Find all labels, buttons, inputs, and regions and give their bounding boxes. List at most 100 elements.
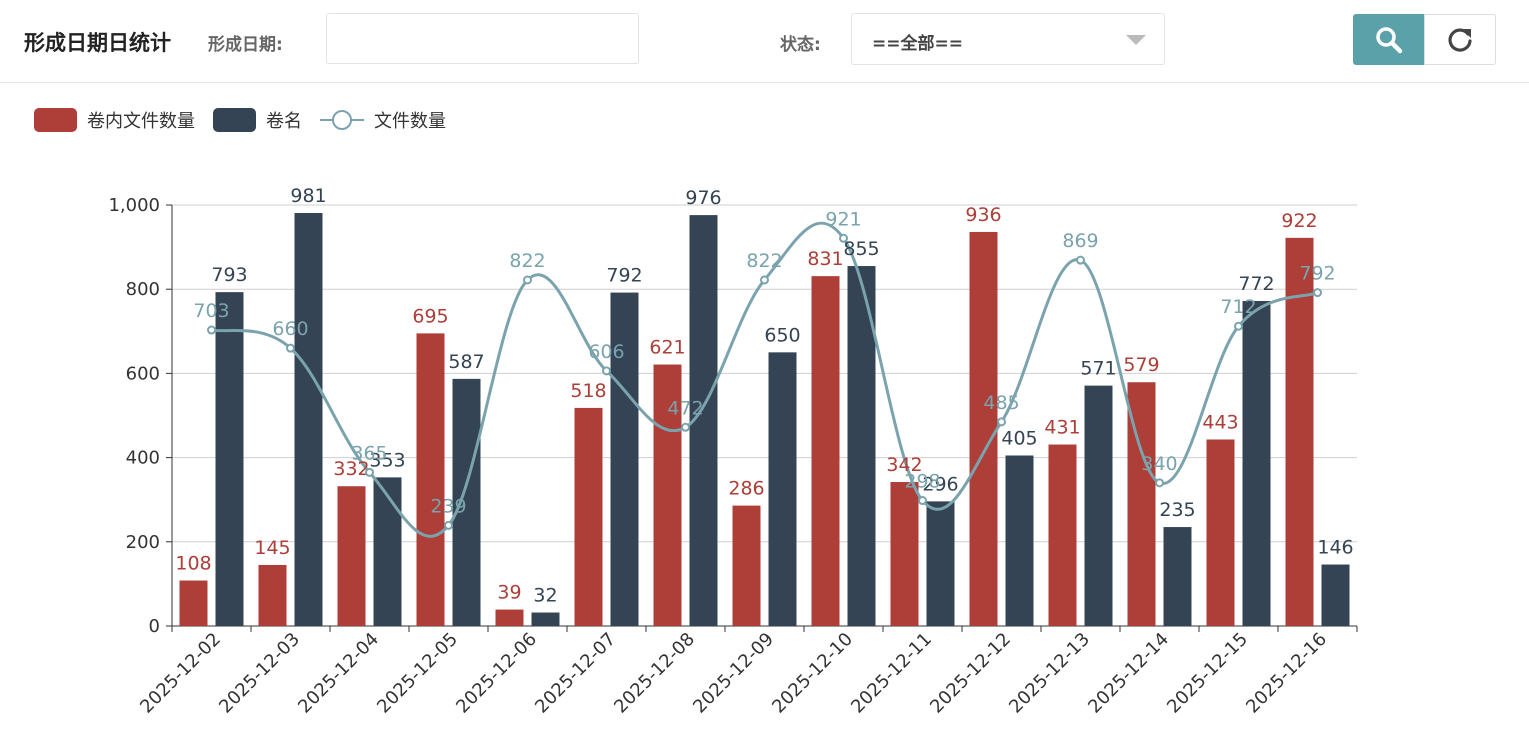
line-point [444, 520, 453, 530]
legend-swatch-series-2 [213, 108, 256, 132]
x-tick-label: 2025-12-12 [926, 629, 1015, 718]
bar-series-2 [1163, 527, 1192, 626]
x-tick-label: 2025-12-16 [1242, 629, 1331, 718]
refresh-button[interactable] [1424, 14, 1496, 65]
data-label-series-2: 405 [1001, 427, 1037, 449]
bar-series-2 [768, 352, 797, 626]
x-tick-label: 2025-12-13 [1005, 629, 1094, 718]
bar-series-1 [1285, 237, 1314, 626]
bar-series-2 [1321, 564, 1350, 626]
data-label-series-2: 650 [764, 324, 800, 346]
data-label-series-3: 869 [1062, 230, 1098, 252]
data-label-series-2: 855 [843, 238, 879, 260]
bar-series-2 [1084, 385, 1113, 626]
legend-item-series-3[interactable]: 文件数量 [320, 107, 446, 133]
data-label-series-1: 443 [1202, 411, 1238, 433]
bar-series-1 [811, 276, 840, 626]
bar-series-2 [373, 477, 402, 626]
data-label-series-3: 365 [351, 442, 387, 464]
data-label-series-2: 32 [533, 585, 557, 607]
y-tick-label: 800 [126, 279, 160, 300]
bar-series-2 [847, 266, 876, 626]
data-label-series-3: 792 [1299, 263, 1335, 285]
y-tick-label: 600 [126, 363, 160, 384]
line-point [207, 325, 216, 335]
y-tick-label: 400 [126, 448, 160, 469]
status-selected-value: ==全部== [872, 34, 963, 54]
y-tick-label: 1,000 [108, 195, 160, 216]
legend-label-series-1: 卷内文件数量 [87, 111, 195, 132]
data-label-series-3: 239 [430, 495, 466, 517]
bar-series-1 [969, 231, 998, 626]
data-label-series-1: 579 [1123, 354, 1159, 376]
line-point [602, 366, 611, 376]
data-label-series-2: 571 [1080, 358, 1116, 380]
y-tick-label: 0 [149, 616, 160, 637]
line-point [365, 467, 374, 477]
bar-series-1 [653, 364, 682, 626]
data-label-series-2: 353 [369, 449, 405, 471]
x-tick-label: 2025-12-06 [452, 629, 541, 718]
data-label-series-3: 298 [904, 471, 940, 493]
x-tick-label: 2025-12-15 [1163, 629, 1252, 718]
chevron-down-icon [1126, 35, 1146, 45]
line-point [918, 496, 927, 506]
line-point [1234, 321, 1243, 331]
status-select[interactable]: ==全部== [851, 13, 1165, 65]
data-label-series-2: 587 [448, 351, 484, 373]
date-input[interactable] [326, 13, 639, 64]
data-label-series-1: 936 [965, 204, 1001, 226]
refresh-icon [1448, 27, 1472, 52]
line-point [1155, 478, 1164, 488]
x-tick-label: 2025-12-07 [531, 629, 620, 718]
bar-series-2 [610, 292, 639, 626]
y-tick-label: 200 [126, 532, 160, 553]
bar-series-2 [452, 378, 481, 626]
chart-legend: 卷内文件数量 卷名 文件数量 [34, 106, 464, 134]
data-label-series-1: 145 [254, 537, 290, 559]
legend-item-series-2[interactable]: 卷名 [213, 107, 302, 133]
data-label-series-1: 518 [570, 380, 606, 402]
data-label-series-1: 831 [807, 248, 843, 270]
bar-series-1 [890, 482, 919, 626]
x-tick-label: 2025-12-14 [1084, 629, 1173, 718]
x-tick-label: 2025-12-02 [136, 629, 225, 718]
data-label-series-3: 606 [588, 341, 624, 363]
line-point [523, 275, 532, 285]
filter-toolbar: 形成日期日统计 形成日期: 状态: ==全部== [0, 0, 1529, 83]
data-label-series-2: 976 [685, 187, 721, 209]
bar-series-2 [294, 212, 323, 626]
data-label-series-3: 485 [983, 392, 1019, 414]
search-icon [1376, 26, 1403, 53]
date-label: 形成日期: [208, 35, 283, 55]
bar-series-2 [1005, 455, 1034, 626]
bar-series-1 [1048, 444, 1077, 626]
x-tick-label: 2025-12-11 [847, 629, 936, 718]
legend-item-series-1[interactable]: 卷内文件数量 [34, 107, 195, 133]
bar-series-1 [732, 505, 761, 626]
bar-series-2 [215, 292, 244, 626]
search-button[interactable] [1353, 14, 1425, 65]
x-tick-label: 2025-12-08 [610, 629, 699, 718]
page-title: 形成日期日统计 [24, 31, 171, 55]
data-label-series-1: 39 [497, 582, 521, 604]
bar-series-1 [574, 407, 603, 626]
data-label-series-2: 146 [1317, 537, 1353, 559]
line-point [1313, 288, 1322, 298]
data-label-series-2: 792 [606, 265, 642, 287]
data-label-series-3: 921 [825, 208, 861, 230]
bar-series-1 [1206, 439, 1235, 626]
data-label-series-3: 703 [193, 300, 229, 322]
x-tick-label: 2025-12-04 [294, 629, 383, 718]
bar-line-chart: 02004006008001,0002025-12-022025-12-0320… [108, 185, 1358, 718]
bar-series-2 [1242, 300, 1271, 626]
line-point [839, 233, 848, 243]
line-point [286, 343, 295, 353]
x-tick-label: 2025-12-03 [215, 629, 304, 718]
legend-label-series-2: 卷名 [266, 111, 302, 132]
bar-series-2 [531, 612, 560, 626]
data-label-series-2: 772 [1238, 273, 1274, 295]
bar-series-1 [258, 564, 287, 626]
legend-swatch-series-1 [34, 108, 77, 132]
data-label-series-3: 712 [1220, 296, 1256, 318]
